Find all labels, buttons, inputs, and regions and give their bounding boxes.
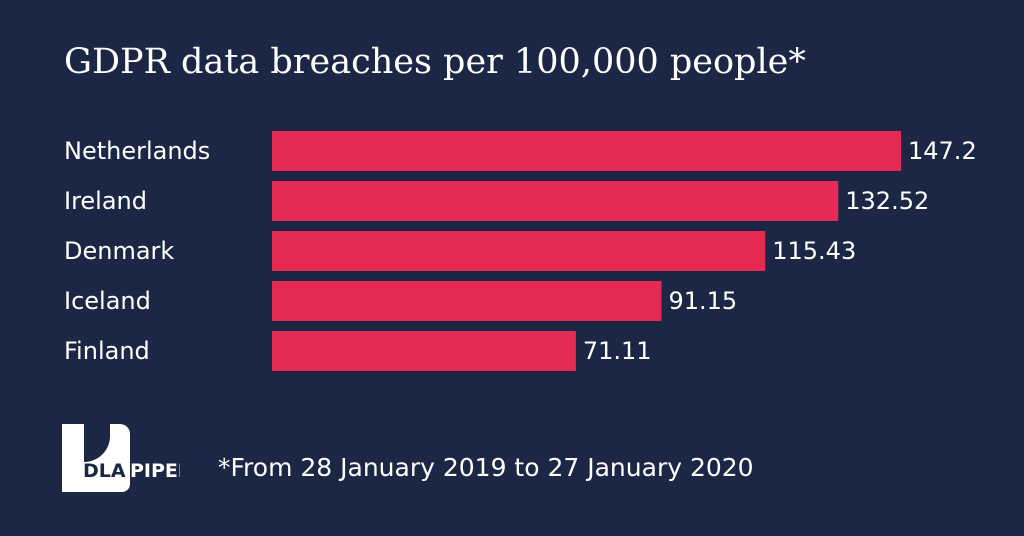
value-label: 132.52 [845,187,929,215]
value-label: 71.11 [583,337,652,365]
bar [272,231,766,271]
bar [272,281,662,321]
category-label: Ireland [64,187,147,215]
dla-piper-logo: DLA PIPER [62,424,193,492]
category-label: Finland [64,337,150,365]
bar [272,331,576,371]
value-label: 115.43 [772,237,856,265]
value-label: 91.15 [668,287,737,315]
logo-text-piper: PIPER [130,460,180,482]
category-label: Denmark [64,237,174,265]
bar-chart: Netherlands 147.2 Ireland 132.52 Denmark 115.… [64,131,977,371]
chart-title: GDPR data breaches per 100,000 people* [64,42,806,82]
bar [272,181,839,221]
category-label: Iceland [64,287,151,315]
bar [272,131,901,171]
value-label: 147.2 [908,137,977,165]
category-label: Netherlands [64,137,210,165]
footnote: *From 28 January 2019 to 27 January 2020 [218,453,754,482]
logo-text-dla: DLA [83,460,126,482]
